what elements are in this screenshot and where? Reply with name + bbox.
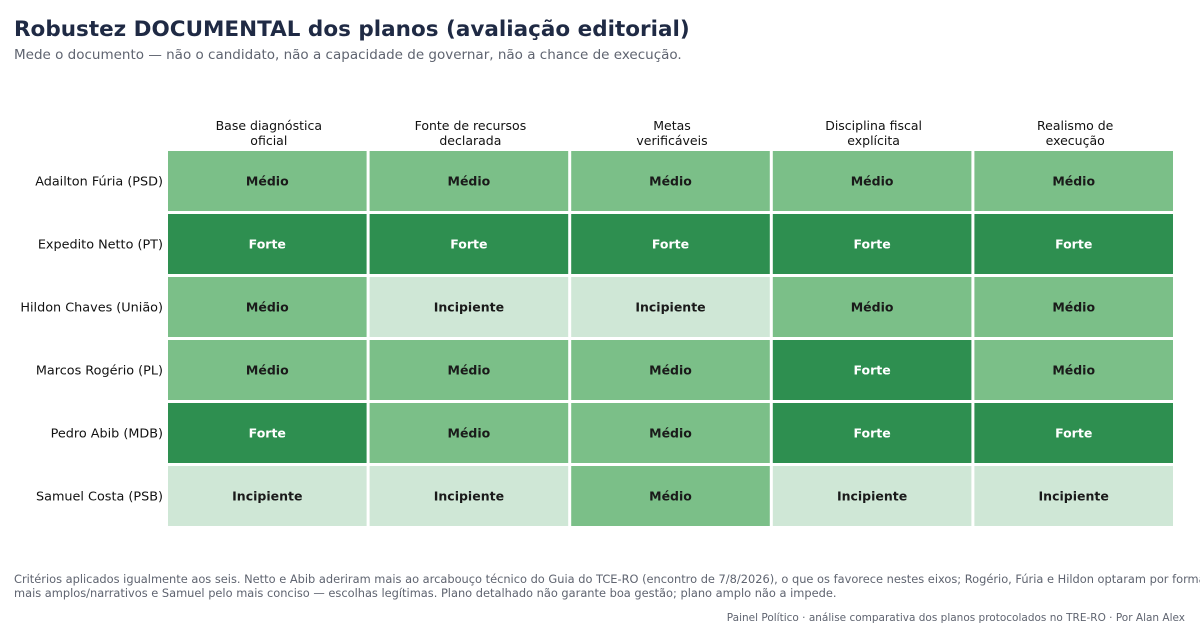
- heatmap-cell: [571, 277, 770, 337]
- heatmap-cell: [974, 214, 1173, 274]
- cell-value-label: Médio: [851, 300, 894, 315]
- heatmap-cell: [168, 151, 367, 211]
- heatmap-cell: [369, 403, 569, 463]
- column-header-line: Base diagnóstica: [216, 118, 322, 133]
- cell-value-label: Médio: [246, 363, 289, 378]
- cell-value-label: Incipiente: [837, 489, 907, 504]
- heatmap-cell: [168, 277, 367, 337]
- column-header-line: execução: [1046, 133, 1105, 148]
- cell-value-label: Forte: [652, 237, 689, 252]
- cell-value-label: Incipiente: [232, 489, 302, 504]
- heatmap-cell: [772, 403, 972, 463]
- column-header: Disciplina fiscal explícita: [825, 118, 922, 148]
- cell-value-label: Médio: [1052, 363, 1095, 378]
- heatmap-cell: [772, 277, 972, 337]
- heatmap-cell: [369, 277, 569, 337]
- column-header: Metas verificáveis: [636, 118, 707, 148]
- cell-value-label: Médio: [649, 174, 692, 189]
- column-header-line: Disciplina fiscal: [825, 118, 922, 133]
- heatmap-cell: [772, 214, 972, 274]
- cell-value-label: Forte: [853, 426, 890, 441]
- column-header-line: declarada: [439, 133, 501, 148]
- heatmap-cell: [974, 466, 1173, 526]
- cell-value-label: Médio: [649, 426, 692, 441]
- cell-value-label: Forte: [1055, 237, 1092, 252]
- cell-value-label: Incipiente: [434, 300, 504, 315]
- heatmap-cell: [168, 403, 367, 463]
- column-header-line: Fonte de recursos: [415, 118, 527, 133]
- cell-value-label: Médio: [649, 489, 692, 504]
- cell-value-label: Médio: [851, 174, 894, 189]
- heatmap-cell: [571, 403, 770, 463]
- cell-value-label: Forte: [853, 363, 890, 378]
- cell-value-label: Médio: [1052, 174, 1095, 189]
- row-label: Pedro Abib (MDB): [51, 427, 163, 442]
- cell-value-label: Incipiente: [1039, 489, 1109, 504]
- row-label: Adailton Fúria (PSD): [35, 175, 163, 190]
- cell-value-label: Forte: [249, 237, 286, 252]
- cell-value-label: Forte: [249, 426, 286, 441]
- column-header-line: Realismo de: [1037, 118, 1114, 133]
- heatmap-cell: [571, 466, 770, 526]
- heatmap-cell: [772, 340, 972, 400]
- footnote-line-1: Critérios aplicados igualmente aos seis.…: [14, 572, 1200, 586]
- heatmap-cell: [168, 340, 367, 400]
- heatmap-cell: [772, 151, 972, 211]
- column-header-line: Metas: [653, 118, 691, 133]
- chart-subtitle: Mede o documento — não o candidato, não …: [14, 47, 682, 63]
- cell-value-label: Forte: [1055, 426, 1092, 441]
- heatmap-cell: [369, 214, 569, 274]
- cell-value-label: Médio: [448, 426, 491, 441]
- cell-value-label: Incipiente: [635, 300, 705, 315]
- column-header-line: explícita: [847, 133, 900, 148]
- column-header-line: verificáveis: [636, 133, 707, 148]
- cell-value-label: Médio: [448, 174, 491, 189]
- heatmap-cell: [974, 151, 1173, 211]
- heatmap-cell: [369, 466, 569, 526]
- cell-value-label: Forte: [853, 237, 890, 252]
- column-header: Base diagnóstica oficial: [216, 118, 322, 148]
- heatmap-cell: [974, 340, 1173, 400]
- column-header: Realismo de execução: [1037, 118, 1114, 148]
- column-header: Fonte de recursos declarada: [415, 118, 527, 148]
- column-header-line: oficial: [250, 133, 287, 148]
- heatmap-cell: [571, 340, 770, 400]
- row-label: Samuel Costa (PSB): [36, 490, 163, 505]
- heatmap-cell: [974, 403, 1173, 463]
- cell-value-label: Incipiente: [434, 489, 504, 504]
- cell-value-label: Médio: [1052, 300, 1095, 315]
- heatmap-cell: [369, 151, 569, 211]
- credit-line: Painel Político · análise comparativa do…: [726, 612, 1185, 624]
- row-label: Expedito Netto (PT): [38, 238, 163, 253]
- footnote: Critérios aplicados igualmente aos seis.…: [14, 572, 1200, 600]
- cell-value-label: Forte: [450, 237, 487, 252]
- heatmap-chart: Base diagnóstica oficial Fonte de recursos…: [20, 118, 1173, 526]
- cell-value-label: Médio: [246, 300, 289, 315]
- footnote-line-2: mais amplos/narrativos e Samuel pelo mai…: [14, 585, 837, 600]
- chart-title: Robustez DOCUMENTAL dos planos (avaliaçã…: [14, 17, 690, 42]
- heatmap-cell: [369, 340, 569, 400]
- cell-value-label: Médio: [448, 363, 491, 378]
- heatmap-cell: [571, 214, 770, 274]
- row-label: Marcos Rogério (PL): [36, 364, 163, 379]
- row-label: Hildon Chaves (União): [20, 301, 163, 316]
- cell-value-label: Médio: [649, 363, 692, 378]
- cell-value-label: Médio: [246, 174, 289, 189]
- heatmap-cell: [571, 151, 770, 211]
- heatmap-cell: [168, 466, 367, 526]
- heatmap-cell: [168, 214, 367, 274]
- heatmap-cell: [772, 466, 972, 526]
- heatmap-cell: [974, 277, 1173, 337]
